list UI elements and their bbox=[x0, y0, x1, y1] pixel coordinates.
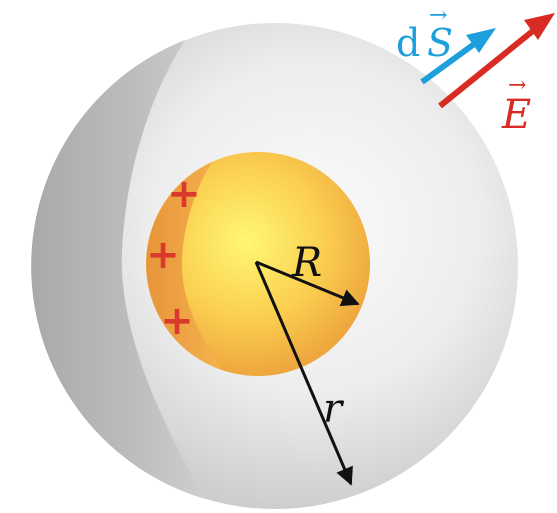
electric-field-vector-arrow: → bbox=[508, 73, 526, 98]
outer-sphere-shell-cut bbox=[31, 40, 206, 499]
outer-radius-label: r bbox=[323, 386, 345, 432]
surface-element-vector-arrow: → bbox=[429, 3, 447, 28]
electric-field-arrow-shaft bbox=[438, 27, 536, 109]
charge-plus-3: + bbox=[160, 298, 194, 344]
charge-symbol: + bbox=[160, 298, 194, 344]
electric-field-label: E bbox=[501, 92, 531, 138]
electric-field-vector: E → bbox=[438, 13, 555, 138]
inner-charged-sphere: + + + bbox=[146, 152, 370, 376]
inner-sphere-shell-cut bbox=[146, 162, 222, 370]
inner-radius-arrow bbox=[255, 260, 360, 307]
charge-plus-1: + bbox=[167, 171, 201, 217]
charge-plus-2: + bbox=[146, 232, 180, 278]
outer-radius-arrow bbox=[254, 261, 353, 486]
surface-element-arrowhead bbox=[466, 28, 496, 53]
charge-symbol: + bbox=[146, 232, 180, 278]
electric-field-arrowhead bbox=[524, 13, 555, 40]
surface-element-vector: d S → bbox=[396, 3, 496, 85]
inner-radius-label: R bbox=[291, 240, 322, 286]
surface-element-d: d bbox=[396, 21, 420, 65]
surface-element-arrow-shaft bbox=[420, 39, 479, 85]
charge-symbol: + bbox=[167, 171, 201, 217]
surface-element-s: S bbox=[427, 21, 453, 65]
